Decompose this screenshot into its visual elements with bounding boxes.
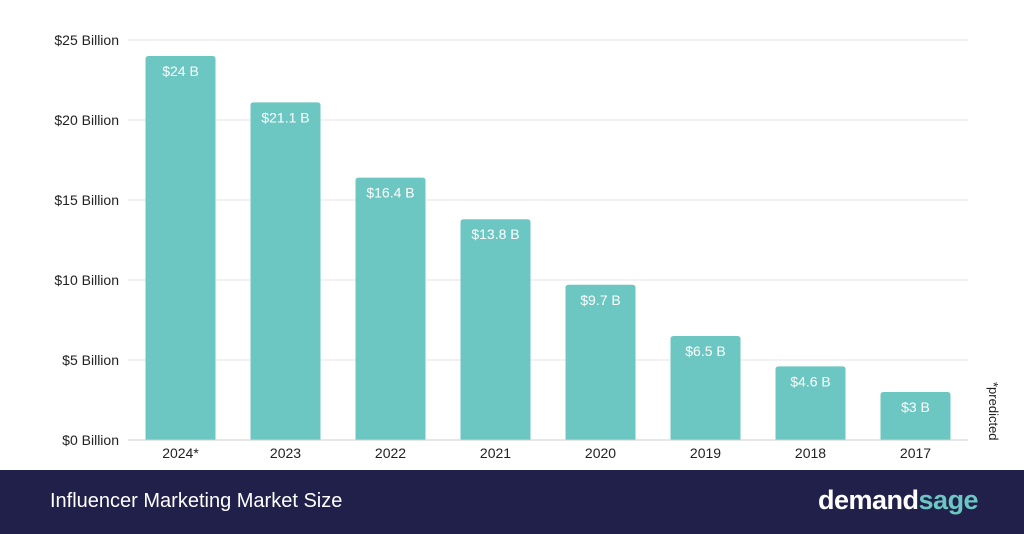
bar: [355, 177, 426, 440]
x-tick-label: 2019: [690, 445, 721, 461]
bar-value-label: $21.1 B: [261, 109, 309, 125]
chart-title: Influencer Marketing Market Size: [50, 490, 343, 512]
logo-text-sage: sage: [918, 485, 979, 515]
bar: [670, 336, 741, 440]
bar-value-label: $6.5 B: [685, 343, 725, 359]
x-tick-label: 2023: [270, 445, 301, 461]
bar: [880, 392, 951, 440]
chart-area: $0 Billion $5 Billion $10 Billion $15 Billi…: [54, 32, 1001, 461]
brand-logo: demandsage: [818, 485, 979, 516]
bar: [775, 366, 846, 440]
y-tick-label: $5 Billion: [62, 352, 119, 368]
x-tick-label: 2017: [900, 445, 931, 461]
predicted-footnote: *predicted: [986, 382, 1001, 441]
x-tick-label: 2020: [585, 445, 616, 461]
bar-value-label: $24 B: [162, 63, 199, 79]
y-tick-label: $25 Billion: [54, 32, 119, 48]
x-tick-label: 2021: [480, 445, 511, 461]
bar-value-label: $13.8 B: [471, 226, 519, 242]
bar: [145, 56, 216, 440]
y-tick-label: $0 Billion: [62, 432, 119, 448]
bar-value-label: $3 B: [901, 399, 930, 415]
bar-value-label: $4.6 B: [790, 373, 830, 389]
bar: [460, 219, 531, 440]
bar: [565, 284, 636, 440]
y-tick-label: $20 Billion: [54, 112, 119, 128]
bar-value-label: $9.7 B: [580, 292, 620, 308]
bar: [250, 102, 321, 441]
y-tick-label: $15 Billion: [54, 192, 119, 208]
y-tick-label: $10 Billion: [54, 272, 119, 288]
logo-text-demand: demand: [818, 485, 919, 515]
bar-value-label: $16.4 B: [366, 185, 414, 201]
footer-banner: Influencer Marketing Market Size demands…: [0, 470, 1024, 534]
x-tick-label: 2018: [795, 445, 826, 461]
x-tick-label: 2024*: [162, 445, 199, 461]
x-tick-label: 2022: [375, 445, 406, 461]
bar-chart: $0 Billion $5 Billion $10 Billion $15 Billi…: [54, 32, 968, 461]
